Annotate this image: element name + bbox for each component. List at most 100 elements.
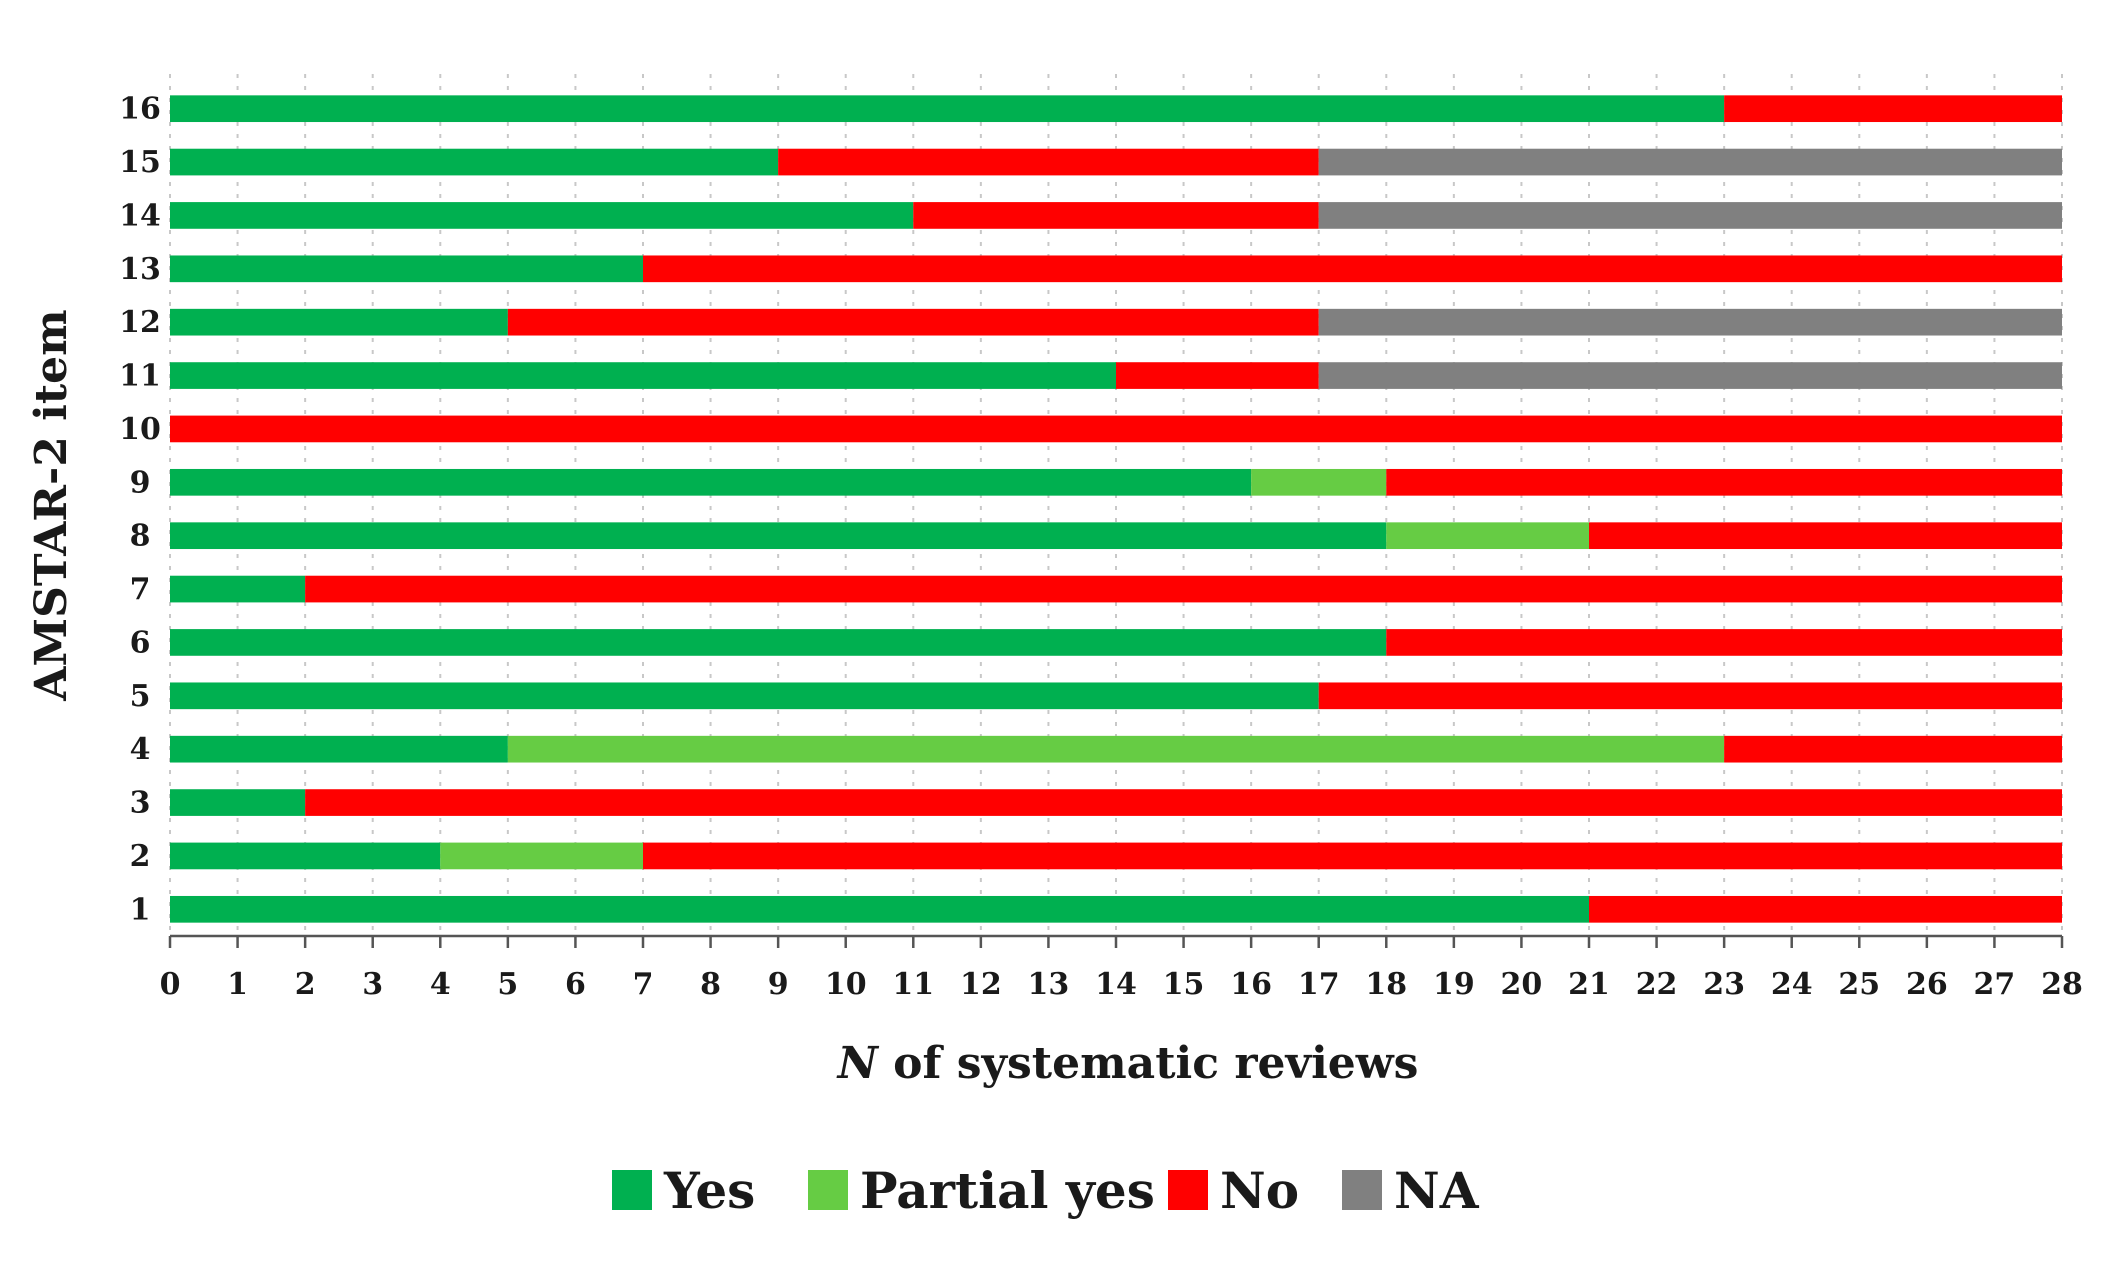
y-tick-label-14: 14 <box>119 198 161 233</box>
legend-swatch-na <box>1342 1170 1382 1210</box>
bar-item-3-yes <box>170 789 306 816</box>
x-tick-label-16: 16 <box>1230 967 1272 1002</box>
legend-label-no: No <box>1220 1161 1299 1220</box>
legend-label-na: NA <box>1394 1161 1480 1220</box>
x-tick-label-21: 21 <box>1568 967 1610 1002</box>
bar-item-2-yes <box>170 842 441 870</box>
bar-item-2-no <box>643 842 2062 870</box>
bar-item-9-no <box>1386 468 2062 496</box>
y-tick-label-5: 5 <box>130 679 151 714</box>
bar-item-14-na <box>1318 202 2062 229</box>
bars <box>170 95 2063 923</box>
y-tick-label-8: 8 <box>130 519 151 554</box>
bar-item-11-yes <box>170 362 1116 389</box>
bar-item-13-no <box>643 255 2062 283</box>
bar-item-11-no <box>1116 362 1319 389</box>
x-tick-label-20: 20 <box>1501 967 1543 1002</box>
y-tick-label-12: 12 <box>119 305 161 340</box>
bar-item-1-yes <box>170 895 1589 923</box>
y-tick-label-3: 3 <box>130 786 151 821</box>
bar-item-3-no <box>305 789 2063 816</box>
bar-item-6-no <box>1386 629 2062 656</box>
x-tick-label-0: 0 <box>160 967 181 1002</box>
y-tick-label-6: 6 <box>130 625 151 660</box>
x-tick-label-22: 22 <box>1636 967 1678 1002</box>
bar-item-9-yes <box>170 468 1252 496</box>
legend-swatch-yes <box>612 1170 652 1210</box>
x-tick-label-3: 3 <box>362 967 383 1002</box>
bar-item-13-yes <box>170 255 643 283</box>
bar-item-14-no <box>913 202 1319 229</box>
x-tick-label-2: 2 <box>295 967 316 1002</box>
y-tick-label-11: 11 <box>119 359 161 394</box>
y-tick-label-16: 16 <box>119 92 161 127</box>
legend-label-yes: Yes <box>663 1161 755 1220</box>
bar-item-5-no <box>1318 682 2062 710</box>
x-tick-label-25: 25 <box>1838 967 1880 1002</box>
bar-item-8-yes <box>170 522 1387 550</box>
y-tick-label-7: 7 <box>130 572 151 607</box>
x-tick-label-9: 9 <box>768 967 789 1002</box>
x-tick-label-5: 5 <box>497 967 518 1002</box>
y-tick-label-15: 15 <box>119 145 161 180</box>
legend: Yes Partial yes No NA <box>612 1161 1480 1220</box>
bar-item-2-partial-yes <box>440 842 643 870</box>
bar-item-16-no <box>1724 95 2062 123</box>
x-tick-label-27: 27 <box>1974 967 2016 1002</box>
bar-item-15-na <box>1318 148 2062 176</box>
bar-item-12-na <box>1318 308 2062 336</box>
x-axis: 0 1 2 3 4 5 6 7 8 9 10 11 12 13 14 15 16 17 18 19 20 21 22 23 24… <box>160 934 2083 1002</box>
x-tick-label-17: 17 <box>1298 967 1340 1002</box>
bar-item-8-partial-yes <box>1386 522 1589 550</box>
bar-item-14-yes <box>170 202 914 229</box>
x-tick-label-28: 28 <box>2041 967 2083 1002</box>
y-axis-title: AMSTAR-2 item <box>26 309 77 701</box>
legend-label-partial-yes: Partial yes <box>860 1161 1155 1220</box>
bar-item-6-yes <box>170 629 1387 656</box>
bar-item-15-no <box>778 148 1319 176</box>
bar-item-4-yes <box>170 735 508 763</box>
x-tick-label-6: 6 <box>565 967 586 1002</box>
bar-item-1-no <box>1589 895 2062 923</box>
x-tick-label-24: 24 <box>1771 967 1813 1002</box>
bar-item-4-no <box>1724 735 2062 763</box>
x-tick-label-14: 14 <box>1095 967 1137 1002</box>
x-axis-title-rest: of systematic reviews <box>878 1038 1419 1089</box>
x-tick-label-18: 18 <box>1365 967 1407 1002</box>
bar-item-9-partial-yes <box>1251 468 1387 496</box>
y-tick-label-2: 2 <box>130 839 151 874</box>
bar-item-5-yes <box>170 682 1319 710</box>
bar-item-11-na <box>1318 362 2062 389</box>
bar-item-8-no <box>1589 522 2062 550</box>
y-tick-label-4: 4 <box>130 732 151 767</box>
legend-swatch-no <box>1168 1170 1208 1210</box>
bar-item-16-yes <box>170 95 1725 123</box>
y-tick-label-10: 10 <box>119 412 161 447</box>
bar-item-7-yes <box>170 575 306 603</box>
y-tick-label-1: 1 <box>130 892 151 927</box>
x-axis-title-italic: N <box>836 1038 880 1089</box>
x-tick-label-19: 19 <box>1433 967 1475 1002</box>
x-tick-label-8: 8 <box>700 967 721 1002</box>
bar-item-10-no <box>170 415 2062 443</box>
y-tick-label-9: 9 <box>130 465 151 500</box>
bar-item-4-partial-yes <box>507 735 1725 763</box>
x-tick-label-1: 1 <box>227 967 248 1002</box>
legend-swatch-partial-yes <box>808 1170 848 1210</box>
x-tick-label-12: 12 <box>960 967 1002 1002</box>
x-tick-label-11: 11 <box>892 967 934 1002</box>
bar-item-15-yes <box>170 148 779 176</box>
x-tick-label-13: 13 <box>1028 967 1070 1002</box>
bar-item-7-no <box>305 575 2063 603</box>
x-tick-label-7: 7 <box>633 967 654 1002</box>
bar-item-12-yes <box>170 308 508 336</box>
x-tick-label-15: 15 <box>1163 967 1205 1002</box>
x-tick-label-4: 4 <box>430 967 451 1002</box>
x-tick-label-26: 26 <box>1906 967 1948 1002</box>
x-axis-title: N of systematic reviews <box>836 1038 1419 1089</box>
x-tick-label-23: 23 <box>1703 967 1745 1002</box>
x-tick-label-10: 10 <box>825 967 867 1002</box>
y-tick-label-13: 13 <box>119 252 161 287</box>
